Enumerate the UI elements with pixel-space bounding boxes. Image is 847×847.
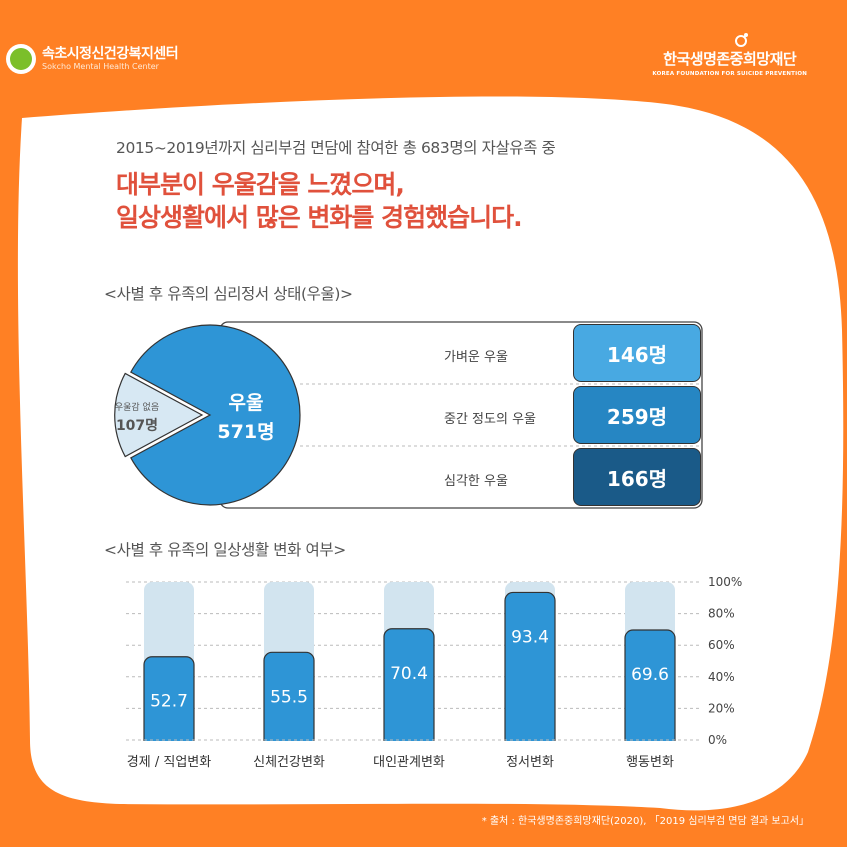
moderate-label: 중간 정도의 우울 xyxy=(444,412,536,427)
source-note: * 출처 : 한국생명존중희망재단(2020), 「2019 심리부검 면담 결… xyxy=(481,816,809,827)
org-left-en: Sokcho Mental Health Center xyxy=(42,62,159,71)
logo-sokcho: 속초시정신건강복지센터 Sokcho Mental Health Center xyxy=(6,44,179,74)
pie-label-depression-value: 571명 xyxy=(217,421,275,443)
y-tick-1: 20% xyxy=(708,701,735,715)
severe-value-box: 166명 xyxy=(573,448,701,506)
section-title-daily-life: <사별 후 유족의 일상생활 변화 여부> xyxy=(104,541,346,559)
foundation-logo-icon xyxy=(735,33,748,47)
headline-line-1: 대부분이 우울감을 느꼈으며, xyxy=(116,170,405,199)
sokcho-logo-icon xyxy=(6,44,36,74)
section-title-depression: <사별 후 유족의 심리정서 상태(우울)> xyxy=(104,285,353,303)
y-tick-5: 100% xyxy=(708,575,742,589)
org-right-en: KOREA FOUNDATION FOR SUICIDE PREVENTION xyxy=(652,71,807,77)
bar-value-label-3: 93.4 xyxy=(511,627,549,647)
y-tick-4: 80% xyxy=(708,607,735,621)
x-category-label-3: 정서변화 xyxy=(506,755,554,770)
x-category-label-4: 행동변화 xyxy=(626,754,674,770)
logo-foundation: 한국생명존중희망재단 KOREA FOUNDATION FOR SUICIDE … xyxy=(652,33,807,77)
x-category-label-2: 대인관계변화 xyxy=(373,755,445,770)
bar-value-label-2: 70.4 xyxy=(390,664,428,684)
headline-line-2: 일상생활에서 많은 변화를 경험했습니다. xyxy=(116,203,523,232)
y-tick-3: 60% xyxy=(708,638,735,652)
pie-label-no-depression-value: 107명 xyxy=(115,418,159,434)
bar-value-label-1: 55.5 xyxy=(270,687,308,707)
intro-text: 2015~2019년까지 심리부검 면담에 참여한 총 683명의 자살유족 중 xyxy=(116,139,556,157)
y-tick-0: 0% xyxy=(708,733,727,747)
bar-2 xyxy=(383,628,435,749)
org-left-name: 속초시정신건강복지센터 xyxy=(42,46,179,62)
bar-3 xyxy=(504,591,556,749)
x-category-label-1: 신체건강변화 xyxy=(253,755,325,770)
mild-label: 가벼운 우울 xyxy=(444,350,508,365)
bar-baseline-mask xyxy=(126,741,700,751)
y-tick-2: 40% xyxy=(708,670,735,684)
pie-label-depression-name: 우울 xyxy=(228,392,264,414)
pie-slice-depression xyxy=(130,324,301,506)
moderate-value-box: 259명 xyxy=(573,386,701,444)
bar-value-label-0: 52.7 xyxy=(150,692,188,712)
mild-value-box: 146명 xyxy=(573,324,701,382)
pie-slice-no-depression xyxy=(114,372,204,458)
headline: 대부분이 우울감을 느꼈으며, 일상생활에서 많은 변화를 경험했습니다. xyxy=(116,168,523,234)
bar-4 xyxy=(624,629,676,749)
bar-value-label-4: 69.6 xyxy=(631,665,669,685)
x-category-label-0: 경제 / 직업변화 xyxy=(127,755,211,770)
org-right-name: 한국생명존중희망재단 xyxy=(663,50,797,68)
pie-label-no-depression: 우울감 없음 107명 xyxy=(106,400,168,435)
pie-label-depression: 우울 571명 xyxy=(196,388,296,444)
severe-label: 심각한 우울 xyxy=(444,474,508,489)
pie-label-no-depression-name: 우울감 없음 xyxy=(114,403,160,413)
